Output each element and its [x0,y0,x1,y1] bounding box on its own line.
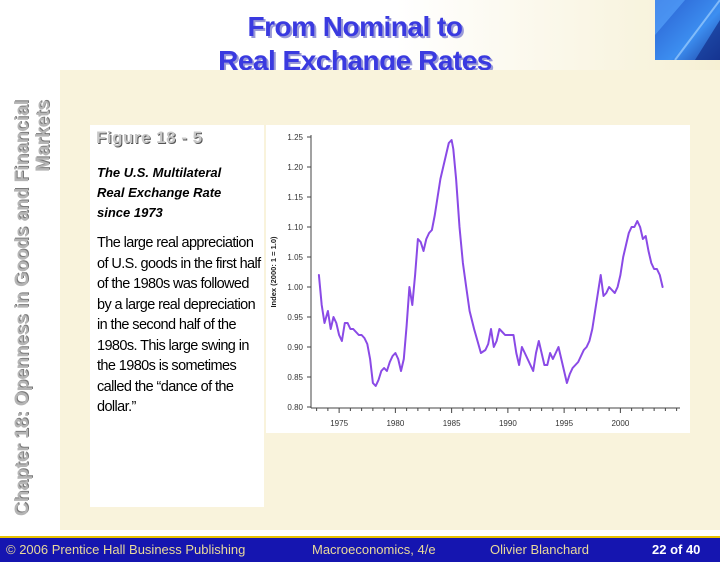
chapter-side-title-text: Chapter 18: Openness in Goods and Financ… [12,100,54,516]
y-tick-label: 1.20 [287,163,303,172]
x-tick-label: 1985 [443,419,461,428]
chapter-side-title: Chapter 18: Openness in Goods and Financ… [4,100,62,520]
corner-logo [655,0,720,60]
y-axis-label: Index (2000: 1 = 1.0) [269,236,278,308]
figure-subtitle-line: The U.S. Multilateral [97,165,222,180]
exchange-rate-chart: 0.80 0.85 0.90 0.95 1.00 1.05 1.10 1.15 1.20 1.25… [269,133,680,428]
figure-subtitle-line: Real Exchange Rate [97,185,222,200]
y-tick-label: 1.00 [287,283,303,292]
slide-title: From Nominal to Real Exchange Rates [120,10,590,78]
x-tick-label: 1980 [386,419,404,428]
figure-description: The large real appreciation of U.S. good… [97,235,261,415]
figure-subtitle: The U.S. Multilateral Real Exchange Rate… [97,163,262,223]
footer-rule [0,536,720,538]
y-tick-label: 0.80 [287,403,303,412]
footer-copyright: © 2006 Prentice Hall Business Publishing [6,542,246,557]
y-tick-label: 1.10 [287,223,303,232]
footer-author: Olivier Blanchard [490,542,589,557]
footer-page-number: 22 of 40 [652,542,701,557]
y-tick-label: 0.90 [287,343,303,352]
figure-subtitle-line: since 1973 [97,205,163,220]
x-tick-label: 1995 [555,419,573,428]
x-tick-label: 1990 [499,419,517,428]
x-tick-label: 1975 [330,419,348,428]
y-tick-label: 1.15 [287,193,303,202]
footer: © 2006 Prentice Hall Business Publishing… [0,538,720,562]
series-line [317,139,664,387]
title-band [0,0,720,70]
figure-caption-panel [90,125,264,507]
chart-panel: 0.80 0.85 0.90 0.95 1.00 1.05 1.10 1.15 1.20 1.25… [266,125,690,433]
y-tick-label: 1.05 [287,253,303,262]
y-tick-label: 0.95 [287,313,303,322]
y-tick-label: 0.85 [287,373,303,382]
x-tick-label: 2000 [611,419,629,428]
y-tick-label: 1.25 [287,133,303,142]
footer-book: Macroeconomics, 4/e [312,542,436,557]
figure-label: Figure 18 - 5 [96,128,203,147]
slide-title-line1: From Nominal to [247,11,463,42]
